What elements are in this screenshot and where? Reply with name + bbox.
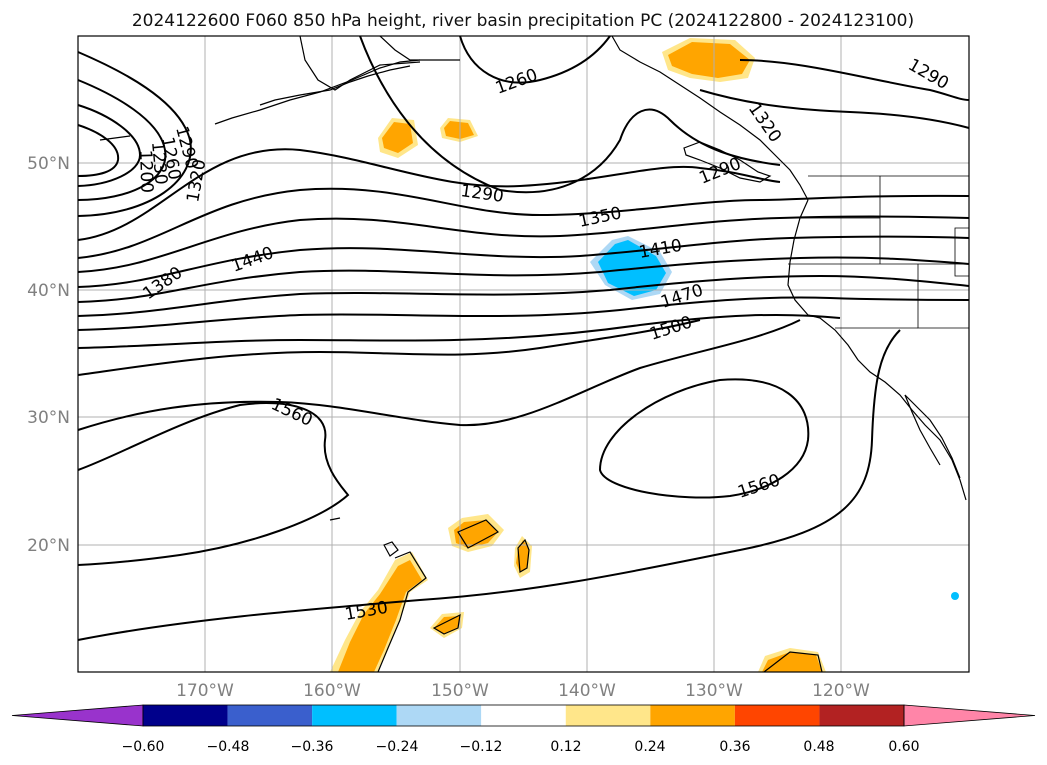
lon-label: 120°W: [812, 681, 870, 701]
colorbar-segment: [481, 705, 566, 726]
colorbar-segment: [143, 705, 228, 726]
lat-label: 50°N: [27, 154, 70, 174]
colorbar-extension-min: [11, 704, 144, 727]
map-title: 2024122600 F060 850 hPa height, river ba…: [132, 11, 914, 31]
lon-label: 130°W: [685, 681, 743, 701]
colorbar: −0.60 −0.48 −0.36 −0.24 −0.12 0.12 0.24 …: [11, 704, 1036, 755]
colorbar-segment: [396, 705, 482, 726]
colorbar-tick-label: −0.12: [460, 739, 503, 755]
colorbar-tick-label: 0.48: [803, 739, 834, 755]
lon-label: 160°W: [303, 681, 361, 701]
lon-label: 150°W: [431, 681, 489, 701]
colorbar-tick-label: −0.48: [207, 739, 250, 755]
lat-label: 20°N: [27, 536, 70, 556]
lat-label: 40°N: [27, 281, 70, 301]
colorbar-tick-label: −0.36: [291, 739, 334, 755]
coastlines: [99, 35, 970, 673]
contour-label: 1200: [135, 149, 156, 193]
lat-label: 30°N: [27, 408, 70, 428]
lon-label: 140°W: [558, 681, 616, 701]
height-contours: [77, 35, 970, 641]
longitude-labels: 170°W 160°W 150°W 140°W 130°W 120°W: [176, 681, 870, 701]
colorbar-tick-label: 0.36: [719, 739, 750, 755]
colorbar-tick-label: −0.24: [376, 739, 419, 755]
colorbar-frame: [142, 704, 905, 727]
colorbar-segment: [227, 705, 313, 726]
colorbar-segment: [819, 705, 904, 726]
lon-label: 170°W: [176, 681, 234, 701]
colorbar-segments: [11, 704, 1036, 727]
colorbar-segment: [734, 705, 820, 726]
colorbar-segment: [312, 705, 397, 726]
colorbar-segment: [650, 705, 735, 726]
colorbar-tick-label: 0.60: [888, 739, 919, 755]
map-frame: [77, 35, 970, 673]
colorbar-extension-max: [903, 704, 1036, 727]
colorbar-tick-label: 0.24: [634, 739, 665, 755]
colorbar-ticks: −0.60 −0.48 −0.36 −0.24 −0.12 0.12 0.24 …: [122, 739, 920, 755]
colorbar-tick-label: −0.60: [122, 739, 165, 755]
colorbar-segment: [565, 705, 651, 726]
colorbar-tick-label: 0.12: [550, 739, 581, 755]
contour-label: 1230: [147, 141, 171, 186]
latitude-labels: 50°N 40°N 30°N 20°N: [27, 154, 70, 556]
map-area: [78, 36, 969, 672]
